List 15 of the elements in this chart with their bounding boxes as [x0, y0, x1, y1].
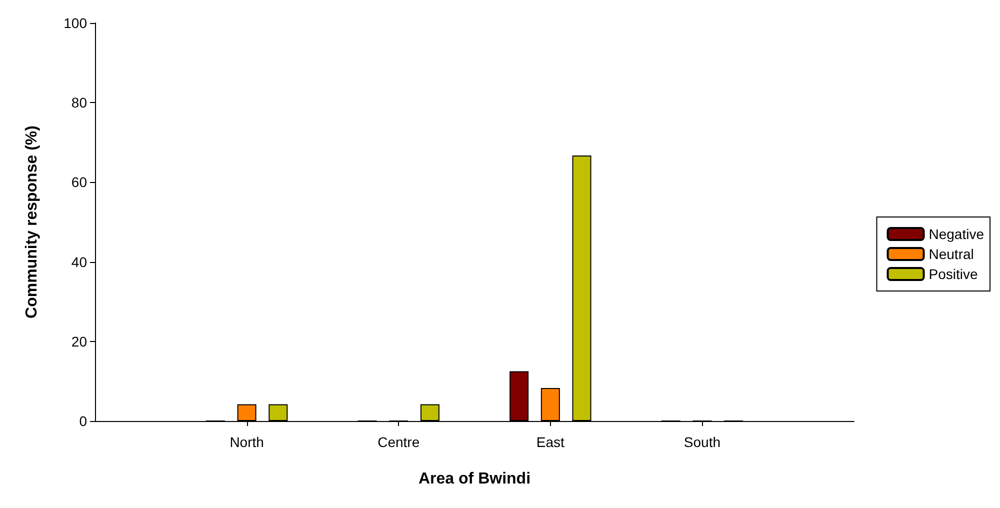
- legend-label: Neutral: [928, 246, 974, 262]
- y-tick-label: 20: [71, 333, 88, 350]
- x-tick-label: North: [230, 434, 264, 450]
- y-tick-label: 100: [64, 15, 88, 31]
- y-tick-label: 60: [71, 174, 88, 190]
- y-tick-label: 80: [71, 94, 88, 111]
- y-tick-label: 0: [79, 413, 88, 429]
- y-axis-title: Community response (%): [24, 126, 40, 318]
- x-tick-label: South: [684, 434, 720, 450]
- y-tick-label: 40: [71, 254, 88, 270]
- x-tick-label: Centre: [378, 434, 420, 450]
- legend-label: Positive: [928, 266, 978, 282]
- legend-label: Negative: [928, 226, 984, 242]
- x-tick-label: East: [536, 434, 565, 450]
- x-axis-title: Area of Bwindi: [418, 470, 531, 488]
